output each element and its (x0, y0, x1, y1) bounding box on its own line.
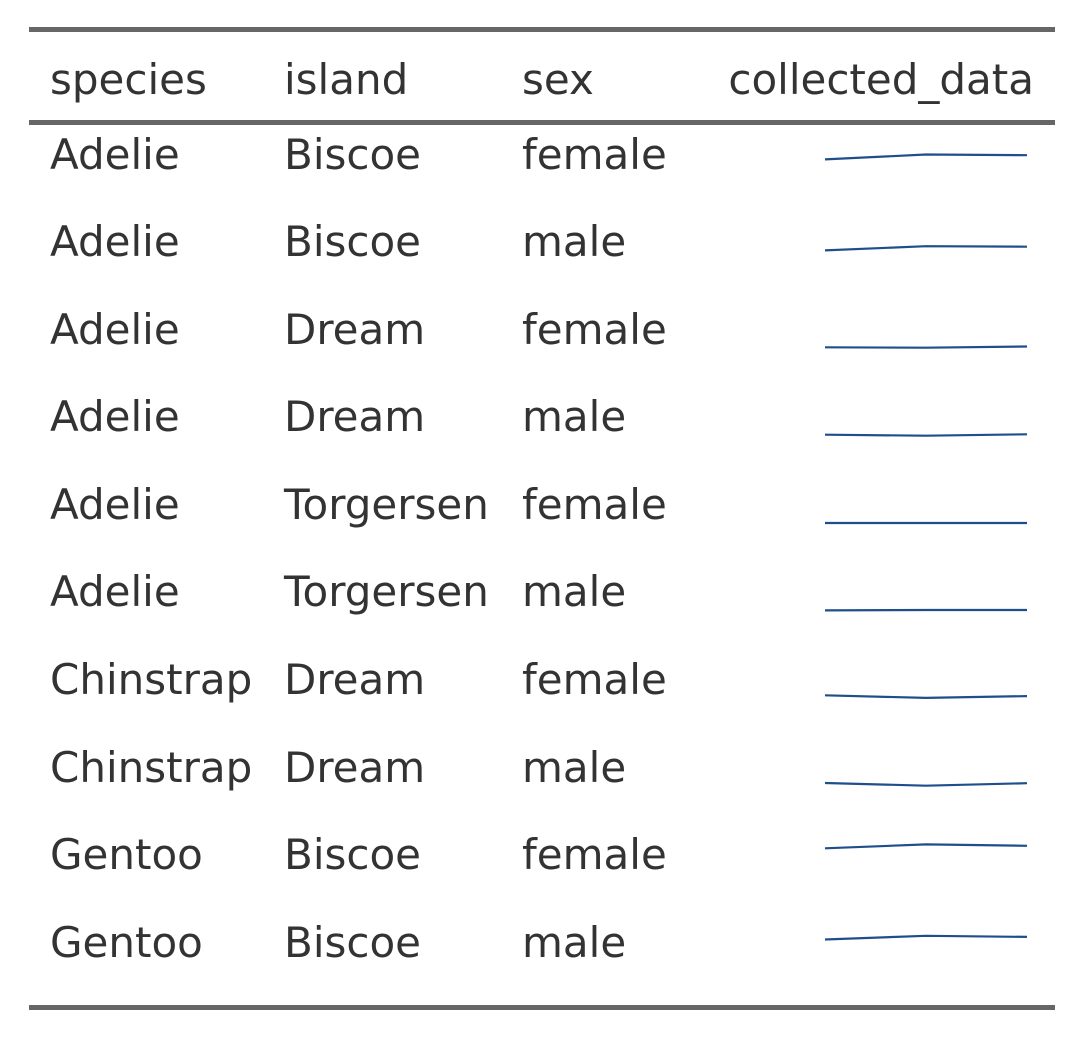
header-island: island (284, 55, 409, 104)
table-row: Chinstrap Dream male (29, 724, 1055, 812)
header-sex: sex (522, 55, 594, 104)
cell-sex: male (522, 567, 627, 616)
cell-island: Biscoe (284, 217, 421, 266)
cell-species: Chinstrap (50, 655, 253, 704)
cell-collected-data (824, 724, 1028, 812)
cell-island: Dream (284, 392, 426, 441)
cell-sex: male (522, 918, 627, 967)
table-bottom-rule (29, 1005, 1055, 1010)
cell-sex: male (522, 217, 627, 266)
cell-island: Torgersen (284, 567, 489, 616)
cell-species: Chinstrap (50, 743, 253, 792)
header-rule (29, 120, 1055, 125)
cell-collected-data (824, 899, 1028, 987)
sparkline (824, 934, 1028, 941)
cell-collected-data (825, 461, 1027, 549)
cell-collected-data (824, 811, 1028, 899)
cell-sex: female (522, 130, 667, 179)
table-row: Gentoo Biscoe female (29, 811, 1055, 899)
cell-species: Adelie (50, 130, 180, 179)
sparkline-series (824, 843, 1028, 850)
cell-sex: male (522, 392, 627, 441)
cell-sex: female (522, 480, 667, 529)
cell-species: Gentoo (50, 830, 203, 879)
table-row: Adelie Biscoe male (29, 198, 1055, 286)
sparkline (824, 781, 1028, 787)
cell-island: Biscoe (284, 830, 421, 879)
cell-island: Dream (284, 305, 426, 354)
sparkline (824, 345, 1028, 349)
cell-collected-data (824, 636, 1028, 724)
cell-collected-data (824, 286, 1028, 374)
sparkline-series (824, 153, 1028, 161)
table-top-rule (29, 27, 1055, 32)
table-row: Gentoo Biscoe male (29, 899, 1055, 987)
cell-species: Adelie (50, 392, 180, 441)
sparkline-series (824, 781, 1028, 787)
sparkline (824, 608, 1027, 612)
cell-sex: female (522, 305, 667, 354)
sparkline-series (824, 694, 1028, 700)
sparkline-series (824, 245, 1028, 252)
sparkline (825, 521, 1027, 525)
cell-species: Adelie (50, 567, 180, 616)
cell-island: Biscoe (284, 918, 421, 967)
cell-species: Adelie (50, 217, 180, 266)
table-row: Adelie Torgersen male (29, 548, 1055, 636)
sparkline (824, 245, 1028, 252)
header-species: species (50, 55, 207, 104)
cell-sex: female (522, 655, 667, 704)
cell-island: Dream (284, 655, 426, 704)
table-row: Adelie Dream female (29, 286, 1055, 374)
table-row: Adelie Biscoe female (29, 111, 1055, 199)
table-row: Adelie Torgersen female (29, 461, 1055, 549)
sparkline (824, 694, 1028, 700)
sparkline-series (824, 934, 1028, 941)
sparkline (824, 843, 1028, 850)
cell-species: Gentoo (50, 918, 203, 967)
sparkline (824, 153, 1028, 161)
cell-collected-data (824, 373, 1028, 461)
cell-island: Torgersen (284, 480, 489, 529)
table-row: Adelie Dream male (29, 373, 1055, 461)
cell-sex: female (522, 830, 667, 879)
sparkline-series (824, 433, 1028, 437)
data-table: species island sex collected_data Adelie… (29, 27, 1055, 1011)
cell-species: Adelie (50, 480, 180, 529)
cell-collected-data (824, 198, 1028, 286)
cell-sex: male (522, 743, 627, 792)
cell-collected-data (824, 111, 1028, 199)
sparkline-series (824, 345, 1028, 349)
table-row: Chinstrap Dream female (29, 636, 1055, 724)
cell-island: Biscoe (284, 130, 421, 179)
header-collected-data: collected_data (728, 55, 1034, 104)
sparkline (824, 433, 1028, 437)
cell-island: Dream (284, 743, 426, 792)
cell-collected-data (824, 548, 1027, 636)
cell-species: Adelie (50, 305, 180, 354)
